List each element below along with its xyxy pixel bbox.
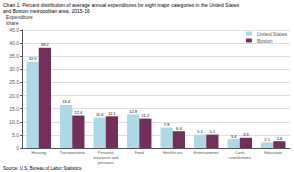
svg-text:2.6: 2.6 bbox=[277, 136, 283, 141]
svg-text:38.2: 38.2 bbox=[41, 42, 50, 47]
svg-text:5.0: 5.0 bbox=[12, 132, 19, 138]
svg-text:20.0: 20.0 bbox=[9, 93, 19, 99]
svg-text:Healthcare: Healthcare bbox=[163, 150, 183, 155]
svg-text:16.4: 16.4 bbox=[62, 99, 71, 104]
svg-text:40.0: 40.0 bbox=[9, 40, 19, 46]
svg-text:30.0: 30.0 bbox=[9, 66, 19, 72]
svg-text:12.8: 12.8 bbox=[129, 109, 138, 114]
svg-text:11.2: 11.2 bbox=[142, 113, 150, 118]
svg-text:pensions: pensions bbox=[98, 160, 114, 165]
svg-text:share: share bbox=[6, 20, 19, 26]
svg-text:Personal: Personal bbox=[97, 150, 114, 155]
svg-text:Boston: Boston bbox=[257, 38, 273, 44]
svg-text:2.1: 2.1 bbox=[264, 137, 270, 142]
svg-text:35.0: 35.0 bbox=[9, 53, 19, 59]
svg-text:0: 0 bbox=[16, 145, 19, 151]
svg-text:45.0: 45.0 bbox=[9, 27, 19, 33]
svg-text:and Boston metropolitan area,: and Boston metropolitan area, 2015-16 bbox=[3, 8, 90, 14]
svg-text:15.0: 15.0 bbox=[9, 106, 19, 112]
svg-text:3.4: 3.4 bbox=[231, 134, 237, 139]
svg-text:25.0: 25.0 bbox=[9, 79, 19, 85]
svg-text:Food: Food bbox=[135, 150, 144, 155]
svg-text:5.1: 5.1 bbox=[197, 129, 203, 134]
svg-text:Source: U.S. Bureau of Labor S: Source: U.S. Bureau of Labor Statistics. bbox=[3, 166, 83, 171]
svg-text:6.4: 6.4 bbox=[176, 126, 182, 131]
svg-text:32.9: 32.9 bbox=[29, 56, 38, 61]
svg-text:Housing: Housing bbox=[31, 150, 46, 155]
svg-text:Transportation: Transportation bbox=[59, 150, 85, 155]
svg-text:12.1: 12.1 bbox=[108, 111, 117, 116]
svg-text:United States: United States bbox=[257, 31, 288, 37]
svg-text:Education: Education bbox=[264, 150, 282, 155]
svg-text:Expenditure: Expenditure bbox=[6, 14, 33, 20]
svg-text:insurance and: insurance and bbox=[93, 155, 119, 160]
svg-text:10.0: 10.0 bbox=[9, 119, 19, 125]
svg-text:3.9: 3.9 bbox=[243, 132, 249, 137]
svg-text:contributions: contributions bbox=[228, 155, 251, 160]
svg-text:12.4: 12.4 bbox=[74, 110, 83, 115]
svg-text:7.8: 7.8 bbox=[164, 122, 170, 127]
svg-text:11.6: 11.6 bbox=[96, 112, 104, 117]
svg-text:5.1: 5.1 bbox=[210, 129, 216, 134]
svg-text:Cash: Cash bbox=[235, 150, 245, 155]
svg-text:Chart 1. Percent distribution: Chart 1. Percent distribution of average… bbox=[3, 2, 240, 8]
svg-text:Entertainment: Entertainment bbox=[194, 150, 220, 155]
